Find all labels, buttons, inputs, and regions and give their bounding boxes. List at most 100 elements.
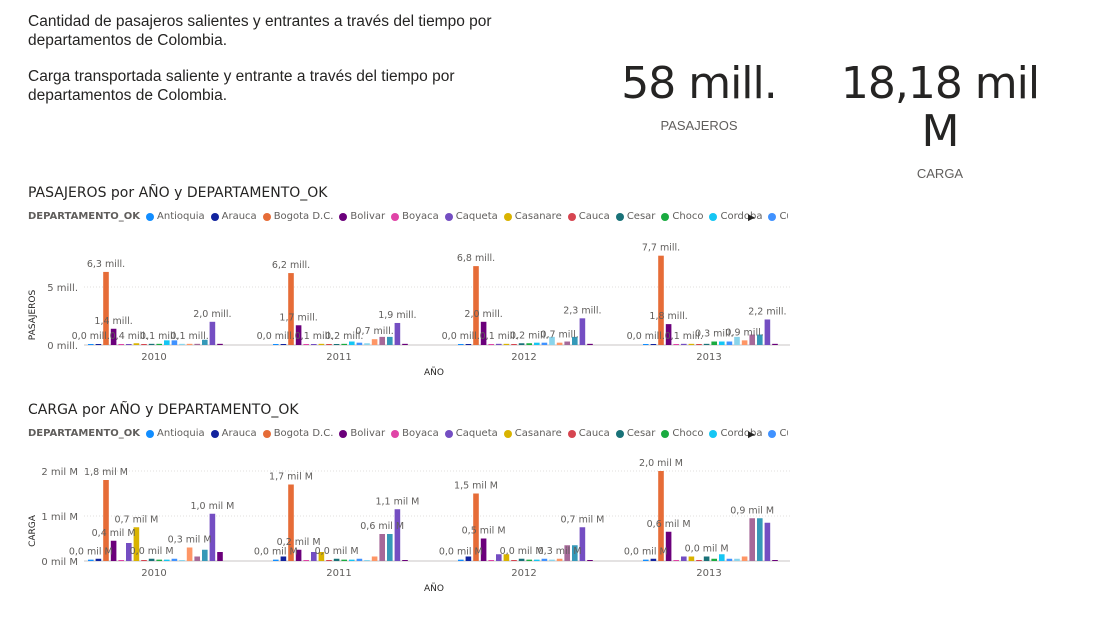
legend-next-arrow-icon[interactable]: ▶ bbox=[748, 429, 755, 439]
bar bbox=[658, 255, 664, 345]
bar bbox=[126, 543, 132, 561]
legend-item[interactable]: Arauca bbox=[210, 428, 257, 439]
bar bbox=[711, 558, 717, 561]
bar bbox=[534, 559, 540, 561]
bar bbox=[496, 343, 502, 345]
legend-dot-icon bbox=[210, 212, 219, 221]
legend-item[interactable]: Antioquia bbox=[146, 428, 205, 439]
bar bbox=[665, 324, 672, 345]
bar bbox=[394, 322, 401, 345]
legend-item-label: Arauca bbox=[221, 211, 257, 222]
bar bbox=[526, 559, 532, 561]
chart-title-pasajeros: PASAJEROS por AÑO y DEPARTAMENTO_OK bbox=[28, 185, 328, 201]
x-axis-title: AÑO bbox=[424, 367, 444, 378]
legend-items: Antioquia Arauca Bogota D.C. Bolivar Boyaca C… bbox=[146, 211, 788, 222]
bar bbox=[126, 344, 132, 345]
legend-item[interactable]: Choco bbox=[661, 428, 703, 439]
bar bbox=[673, 344, 679, 345]
y-axis-title: PASAJEROS bbox=[28, 289, 38, 340]
bar bbox=[402, 560, 408, 561]
legend-item[interactable]: Boyaca bbox=[391, 428, 439, 439]
bar bbox=[311, 552, 317, 561]
legend-dot-icon bbox=[444, 212, 453, 221]
data-label: 0,1 mill. bbox=[665, 331, 703, 342]
bar bbox=[696, 344, 702, 345]
bar bbox=[295, 549, 302, 561]
bar bbox=[572, 545, 578, 561]
legend-item[interactable]: Cauca bbox=[567, 428, 610, 439]
legend-item[interactable]: Bogota D.C. bbox=[262, 428, 334, 439]
legend-item[interactable]: Caqueta bbox=[444, 211, 498, 222]
legend-item[interactable]: Caqueta bbox=[444, 428, 498, 439]
legend-item-label: Caqueta bbox=[455, 428, 498, 439]
data-label: 0,0 mil M bbox=[500, 546, 544, 557]
bar bbox=[473, 266, 479, 345]
legend-item-label: Antioquia bbox=[157, 428, 205, 439]
legend-item[interactable]: Boyaca bbox=[391, 211, 439, 222]
legend-item-label: Bogota D.C. bbox=[273, 428, 334, 439]
bar bbox=[318, 552, 325, 561]
chart-title-carga: CARGA por AÑO y DEPARTAMENTO_OK bbox=[28, 402, 299, 418]
bar bbox=[757, 334, 763, 345]
bar bbox=[496, 554, 502, 561]
bar bbox=[371, 556, 378, 561]
description-carga: Carga transportada saliente y entrante a… bbox=[28, 68, 455, 104]
bar bbox=[171, 340, 178, 345]
bar bbox=[703, 343, 710, 345]
legend-item[interactable]: Cundina... bbox=[768, 428, 788, 439]
bar bbox=[118, 560, 124, 561]
legend-item[interactable]: Arauca bbox=[210, 211, 257, 222]
kpi-value-carga: 18,18 mil M bbox=[840, 58, 1040, 157]
bar bbox=[564, 545, 570, 561]
data-label: 1,5 mil M bbox=[454, 481, 498, 492]
legend-item[interactable]: Antioquia bbox=[146, 211, 205, 222]
x-tick-label: 2013 bbox=[696, 352, 721, 363]
kpi-card-carga[interactable]: 18,18 mil M CARGA bbox=[820, 58, 1060, 182]
legend-item[interactable]: Cesar bbox=[615, 211, 655, 222]
bar bbox=[194, 343, 200, 345]
legend-item[interactable]: Bolivar bbox=[339, 211, 385, 222]
legend-item-label: Cordoba bbox=[720, 211, 763, 222]
bar bbox=[217, 343, 223, 345]
legend-item[interactable]: Bolivar bbox=[339, 428, 385, 439]
kpi-card-pasajeros[interactable]: 58 mill. PASAJEROS bbox=[620, 60, 778, 134]
legend-item[interactable]: Cesar bbox=[615, 428, 655, 439]
data-label: 1,9 mill. bbox=[378, 310, 416, 321]
bar bbox=[311, 344, 317, 345]
legend-item[interactable]: Casanare bbox=[503, 428, 562, 439]
x-tick-label: 2013 bbox=[696, 568, 721, 579]
kpi-label-carga: CARGA bbox=[916, 166, 964, 181]
legend-dot-icon bbox=[709, 429, 718, 438]
legend-item[interactable]: Cauca bbox=[567, 211, 610, 222]
bar bbox=[295, 325, 302, 345]
legend-item[interactable]: Cordoba bbox=[709, 211, 762, 222]
bar bbox=[480, 321, 487, 345]
legend-item-label: Choco bbox=[672, 428, 704, 439]
legend-item[interactable]: Casanare bbox=[503, 211, 562, 222]
data-label: 0,2 mill. bbox=[325, 331, 363, 342]
data-label: 2,3 mill. bbox=[563, 305, 601, 316]
bar bbox=[465, 344, 472, 345]
bar bbox=[650, 344, 657, 345]
legend-item[interactable]: Bogota D.C. bbox=[262, 211, 333, 222]
bar bbox=[148, 558, 155, 561]
bar bbox=[349, 559, 355, 561]
legend-dot-icon bbox=[768, 429, 777, 438]
bar bbox=[326, 560, 332, 561]
bar bbox=[387, 336, 393, 345]
legend-item[interactable]: Choco bbox=[661, 211, 703, 222]
bar bbox=[333, 558, 340, 561]
legend-item[interactable]: Cordoba bbox=[709, 428, 762, 439]
bar bbox=[465, 556, 472, 561]
bar bbox=[371, 339, 378, 345]
bar bbox=[741, 556, 748, 561]
bar bbox=[772, 343, 778, 345]
bar bbox=[95, 344, 102, 345]
data-label: 1,7 mill. bbox=[279, 312, 317, 323]
bar bbox=[503, 343, 510, 345]
bar bbox=[681, 343, 687, 345]
bar bbox=[171, 558, 178, 561]
legend-next-arrow-icon[interactable]: ▶ bbox=[748, 212, 755, 222]
bar bbox=[572, 336, 578, 345]
legend-item[interactable]: Cundina... bbox=[768, 211, 788, 222]
